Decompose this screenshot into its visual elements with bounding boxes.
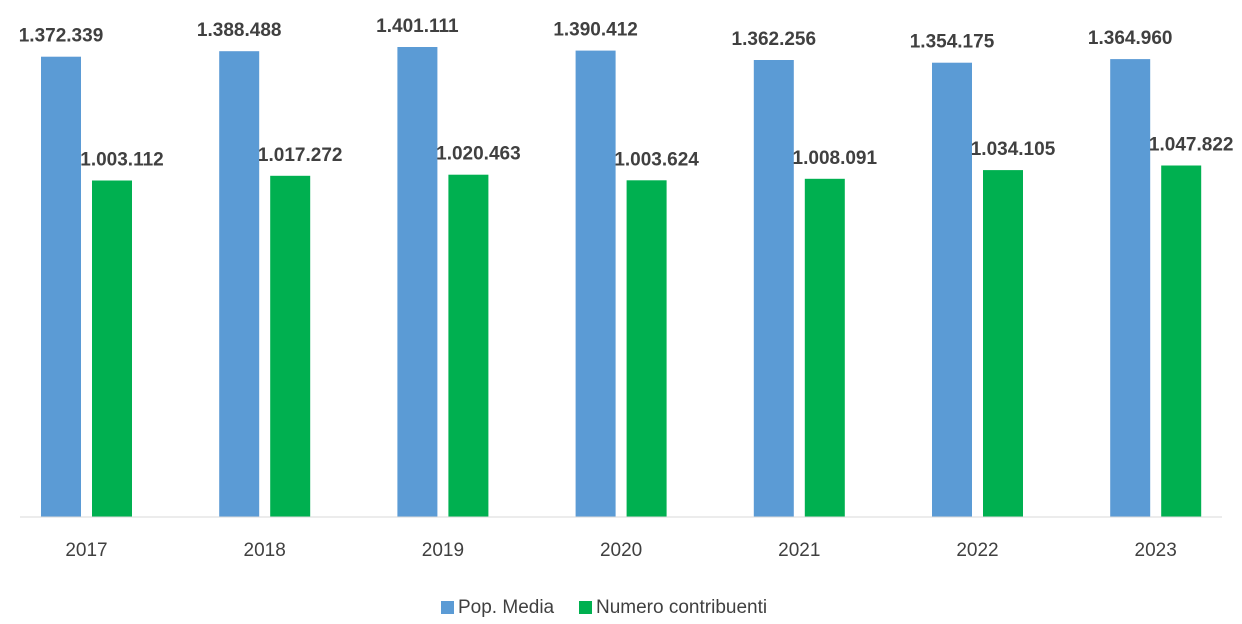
- legend-swatch-numero-contribuenti: [579, 601, 592, 614]
- bar-numero-contribuenti-2017: [92, 180, 132, 517]
- value-label-pop-media-2022: 1.354.175: [910, 32, 995, 53]
- bar-numero-contribuenti-2019: [448, 174, 489, 517]
- x-tick-label-2023: 2023: [1135, 540, 1177, 561]
- x-tick-labels-group: 2017 2018 2019 2020 2021 2022 2023: [65, 540, 1176, 561]
- value-label-numero-contribuenti-2019: 1.020.463: [436, 144, 521, 165]
- value-label-pop-media-2023: 1.364.960: [1088, 28, 1173, 49]
- value-label-pop-media-2019: 1.401.111: [376, 16, 459, 37]
- bar-pop-media-2022: [932, 62, 972, 517]
- bar-pop-media-2018: [219, 51, 260, 517]
- value-labels-group: 1.372.339 1.003.112 1.388.488 1.017.272 1.40…: [19, 16, 1234, 171]
- bar-numero-contribuenti-2018: [270, 175, 311, 518]
- value-label-numero-contribuenti-2022: 1.034.105: [971, 139, 1056, 160]
- legend: Pop. Media Numero contribuenti: [441, 597, 767, 618]
- x-tick-label-2018: 2018: [244, 540, 286, 561]
- bar-pop-media-2023: [1110, 59, 1151, 517]
- x-tick-label-2017: 2017: [65, 540, 107, 561]
- x-tick-label-2021: 2021: [778, 540, 820, 561]
- bar-pop-media-2020: [575, 50, 616, 517]
- bar-pop-media-2021: [753, 60, 794, 517]
- value-label-pop-media-2017: 1.372.339: [19, 26, 104, 47]
- value-label-numero-contribuenti-2018: 1.017.272: [258, 145, 343, 166]
- bar-numero-contribuenti-2022: [983, 170, 1023, 517]
- value-label-pop-media-2020: 1.390.412: [553, 20, 638, 41]
- bar-pop-media-2017: [41, 56, 81, 517]
- legend-label-pop-media: Pop. Media: [458, 597, 555, 618]
- legend-swatch-pop-media: [441, 601, 454, 614]
- x-tick-label-2020: 2020: [600, 540, 642, 561]
- value-label-numero-contribuenti-2021: 1.008.091: [793, 148, 878, 169]
- bar-numero-contribuenti-2020: [626, 180, 667, 518]
- value-label-pop-media-2018: 1.388.488: [197, 20, 282, 41]
- value-label-pop-media-2021: 1.362.256: [732, 29, 817, 50]
- value-label-numero-contribuenti-2017: 1.003.112: [80, 150, 163, 171]
- bar-numero-contribuenti-2023: [1161, 165, 1202, 517]
- bars-group: [41, 47, 1202, 518]
- x-tick-label-2019: 2019: [422, 540, 464, 561]
- value-label-numero-contribuenti-2020: 1.003.624: [614, 149, 699, 170]
- bar-numero-contribuenti-2021: [804, 178, 845, 518]
- bar-pop-media-2019: [397, 47, 438, 517]
- x-tick-label-2022: 2022: [956, 540, 998, 561]
- legend-label-numero-contribuenti: Numero contribuenti: [596, 597, 767, 618]
- value-label-numero-contribuenti-2023: 1.047.822: [1149, 135, 1234, 156]
